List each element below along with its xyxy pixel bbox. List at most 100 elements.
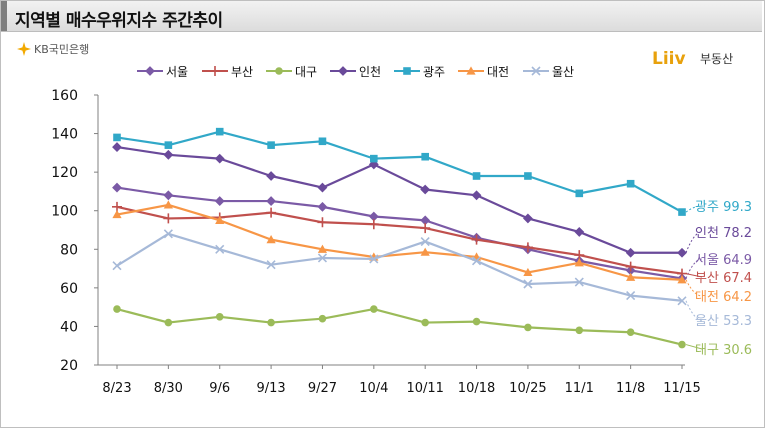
end-label-name: 서울	[695, 253, 723, 268]
axis-ticks: 20 40 60 80 100 120 140 160 8/23 8/30 9/6 9/13 9/27 1…	[51, 88, 700, 396]
legend: 서울 부산 대구 인천 광주 대전 울산	[137, 64, 574, 79]
end-labels: 서울 64.9부산 67.4대구 30.6인천 78.2광주 99.3대전 64…	[685, 200, 752, 358]
x-tick-label: 9/6	[209, 381, 230, 396]
data-point	[471, 256, 482, 266]
y-tick-label: 100	[51, 204, 78, 220]
data-point	[267, 141, 275, 149]
data-point	[471, 234, 482, 245]
legend-item-5: 광주	[394, 65, 445, 79]
x-tick-label: 10/4	[359, 381, 388, 396]
y-tick-label: 80	[60, 242, 78, 258]
data-point	[266, 196, 276, 206]
series-4	[112, 142, 687, 258]
end-label-name: 대구	[695, 343, 723, 358]
data-point	[163, 149, 174, 160]
y-tick-label: 140	[51, 127, 78, 143]
data-point	[215, 244, 225, 254]
series-line	[116, 186, 683, 280]
leader-line	[685, 344, 703, 350]
end-label-text: 대전 64.2	[695, 290, 752, 305]
data-point	[164, 141, 173, 149]
end-label-name: 대전	[695, 290, 723, 305]
data-point	[163, 200, 173, 209]
data-point	[421, 152, 429, 161]
x-tick-label: 8/30	[154, 381, 183, 396]
legend-marker	[275, 67, 283, 75]
series-3	[113, 305, 686, 349]
leader-line	[685, 231, 703, 253]
data-point	[370, 305, 378, 313]
data-point	[420, 237, 430, 247]
legend-marker	[403, 67, 411, 75]
liiv-logo-mark: Liiv	[652, 49, 686, 69]
legend-label: 울산	[552, 65, 574, 79]
x-tick-label: 11/15	[663, 381, 700, 396]
legend-marker	[210, 66, 220, 76]
series-5	[113, 127, 686, 216]
end-label-5: 광주 99.3	[685, 200, 752, 215]
data-point	[113, 133, 121, 142]
end-label-value: 30.6	[723, 343, 752, 358]
end-label-name: 인천	[695, 226, 723, 241]
legend-item-7: 울산	[523, 65, 574, 79]
end-label-2: 부산 67.4	[685, 271, 752, 286]
end-label-value: 64.9	[723, 253, 752, 268]
data-point	[678, 208, 686, 216]
data-point	[575, 326, 584, 335]
data-point	[266, 207, 277, 218]
y-tick-label: 120	[51, 165, 78, 181]
data-point	[368, 219, 379, 230]
data-point	[112, 261, 122, 271]
data-point	[317, 201, 328, 212]
data-point	[524, 323, 532, 332]
data-point	[575, 189, 584, 198]
series-7	[112, 229, 687, 306]
x-tick-label: 11/1	[565, 381, 594, 396]
end-label-text: 광주 99.3	[695, 200, 752, 215]
data-point	[420, 223, 431, 234]
data-point	[524, 172, 532, 180]
data-point	[370, 154, 378, 163]
x-tick-label: 8/23	[102, 381, 131, 396]
legend-marker	[338, 66, 348, 76]
end-label-value: 64.2	[723, 290, 752, 305]
legend-label: 인천	[359, 64, 381, 79]
legend-marker	[466, 66, 476, 75]
series-line	[116, 130, 683, 214]
end-label-value: 78.2	[723, 226, 752, 241]
data-point	[163, 213, 174, 224]
x-tick-label: 11/8	[616, 381, 645, 396]
end-label-3: 대구 30.6	[685, 343, 752, 358]
data-point	[112, 142, 122, 152]
legend-item-6: 대전	[458, 65, 509, 79]
end-label-6: 대전 64.2	[685, 279, 752, 305]
legend-marker	[145, 66, 155, 76]
end-label-value: 99.3	[723, 200, 752, 215]
data-point	[267, 318, 275, 327]
y-tick-label: 160	[51, 88, 78, 104]
data-point	[677, 275, 687, 284]
series-line	[116, 307, 683, 346]
data-point	[471, 190, 482, 201]
data-point	[677, 247, 687, 258]
end-label-name: 광주	[695, 200, 723, 215]
data-point	[317, 217, 328, 228]
data-point	[369, 254, 379, 264]
leader-line	[685, 273, 703, 278]
end-label-text: 대구 30.6	[695, 343, 752, 358]
data-point	[472, 317, 481, 326]
leader-line	[685, 205, 703, 213]
kb-star-icon	[17, 42, 31, 56]
x-tick-label: 10/25	[509, 381, 546, 396]
end-label-name: 울산	[695, 314, 723, 329]
legend-item-1: 서울	[137, 65, 188, 79]
data-point	[626, 272, 636, 281]
legend-item-3: 대구	[266, 65, 317, 79]
leader-line	[685, 258, 703, 279]
end-label-4: 인천 78.2	[685, 226, 752, 253]
end-label-text: 울산 53.3	[695, 314, 752, 329]
x-tick-label: 10/18	[458, 381, 495, 396]
legend-label: 대구	[295, 65, 317, 79]
